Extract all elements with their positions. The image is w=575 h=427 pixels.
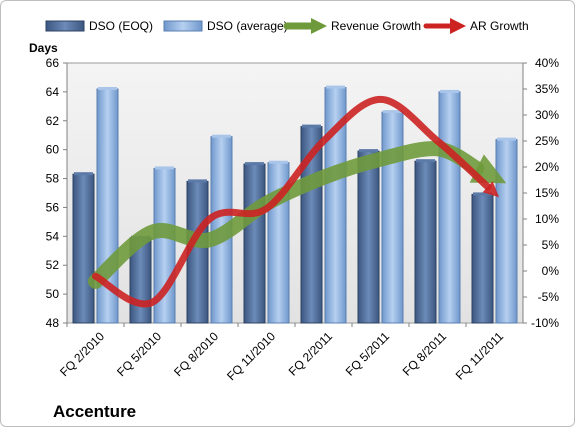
right-axis: -10% -5% 0% 5% 10% 15% 20% 25% 30% 35% 40% <box>522 56 560 330</box>
left-tick-label: 62 <box>46 114 60 128</box>
left-tick-label: 64 <box>46 85 60 99</box>
left-tick-label: 58 <box>46 172 60 186</box>
legend-arrow-head <box>450 18 466 34</box>
bar-cap <box>416 159 435 163</box>
right-tick-label: 25% <box>535 134 559 148</box>
right-tick-label: 0% <box>542 264 560 278</box>
left-axis: 48 50 52 54 56 58 60 62 64 66 <box>46 56 68 330</box>
right-tick-label: 40% <box>535 56 559 70</box>
x-tick-label: FQ 2/2011 <box>286 329 336 379</box>
x-tick-label: FQ 8/2011 <box>400 329 450 379</box>
bar-dso-eoq <box>243 163 266 324</box>
bar-dso-eoq <box>357 150 380 324</box>
company-name: Accenture <box>53 402 136 421</box>
right-tick-label: 20% <box>535 160 559 174</box>
legend-arrow-head <box>311 18 327 34</box>
legend-swatch-dso-eoq- <box>45 20 85 32</box>
bar-cap <box>245 162 264 166</box>
bar-cap <box>497 137 516 141</box>
bar-cap <box>302 124 321 128</box>
bar-cap <box>74 172 93 176</box>
x-tick-label: FQ 5/2011 <box>343 329 393 379</box>
legend-arrow-revenue-growth <box>283 18 327 34</box>
x-tick-label: FQ 8/2010 <box>171 329 221 379</box>
y-axis-title: Days <box>29 41 58 55</box>
legend-arrow-ar-growth <box>423 18 466 34</box>
left-tick-label: 54 <box>46 229 60 243</box>
bar-cap <box>269 160 288 164</box>
right-tick-label: 10% <box>535 212 559 226</box>
bar-dso-average <box>438 91 461 324</box>
legend-label-dso-eoq-: DSO (EOQ) <box>89 19 153 33</box>
bar-dso-eoq <box>471 193 494 324</box>
bar-cap <box>383 110 402 114</box>
legend-label-revenue-growth: Revenue Growth <box>331 19 421 33</box>
legend: DSO (EOQ) DSO (average) Revenue Growth AR G… <box>45 18 529 34</box>
right-tick-label: 15% <box>535 186 559 200</box>
right-tick-label: -5% <box>538 290 560 304</box>
bar-cap <box>326 85 345 89</box>
x-tick-label: FQ 2/2010 <box>57 329 107 379</box>
x-tick-label: FQ 11/2010 <box>224 329 278 383</box>
x-tick-label: FQ 5/2010 <box>114 329 164 379</box>
left-tick-label: 56 <box>46 200 60 214</box>
x-tick-label: FQ 11/2011 <box>453 329 507 383</box>
ar-growth-line <box>92 95 492 308</box>
left-tick-label: 66 <box>46 56 60 70</box>
left-tick-label: 50 <box>46 287 60 301</box>
bar-dso-average <box>381 111 404 324</box>
bar-cap <box>212 134 231 138</box>
bar-cap <box>440 89 459 93</box>
right-tick-label: -10% <box>531 316 559 330</box>
right-tick-label: 30% <box>535 108 559 122</box>
legend-label-ar-growth: AR Growth <box>470 19 529 33</box>
bar-cap <box>188 179 207 183</box>
bar-cap <box>98 87 117 90</box>
line-layer <box>88 95 507 308</box>
left-tick-label: 52 <box>46 258 60 272</box>
bar-cap <box>155 166 174 170</box>
legend-swatch-dso-average- <box>163 20 203 32</box>
bar-dso-eoq <box>72 173 95 324</box>
right-tick-label: 5% <box>542 238 560 252</box>
left-tick-label: 48 <box>46 316 60 330</box>
bar-cap <box>473 192 492 196</box>
bar-cap <box>359 149 378 153</box>
right-tick-label: 35% <box>535 82 559 96</box>
legend-label-dso-average-: DSO (average) <box>207 19 288 33</box>
bar-dso-eoq <box>414 160 437 324</box>
x-axis: FQ 2/2010 FQ 5/2010 FQ 8/2010 FQ 11/2010 FQ … <box>57 323 506 383</box>
ar-growth-arrowhead <box>482 181 500 198</box>
left-tick-label: 60 <box>46 143 60 157</box>
bar-dso-average <box>495 139 518 324</box>
